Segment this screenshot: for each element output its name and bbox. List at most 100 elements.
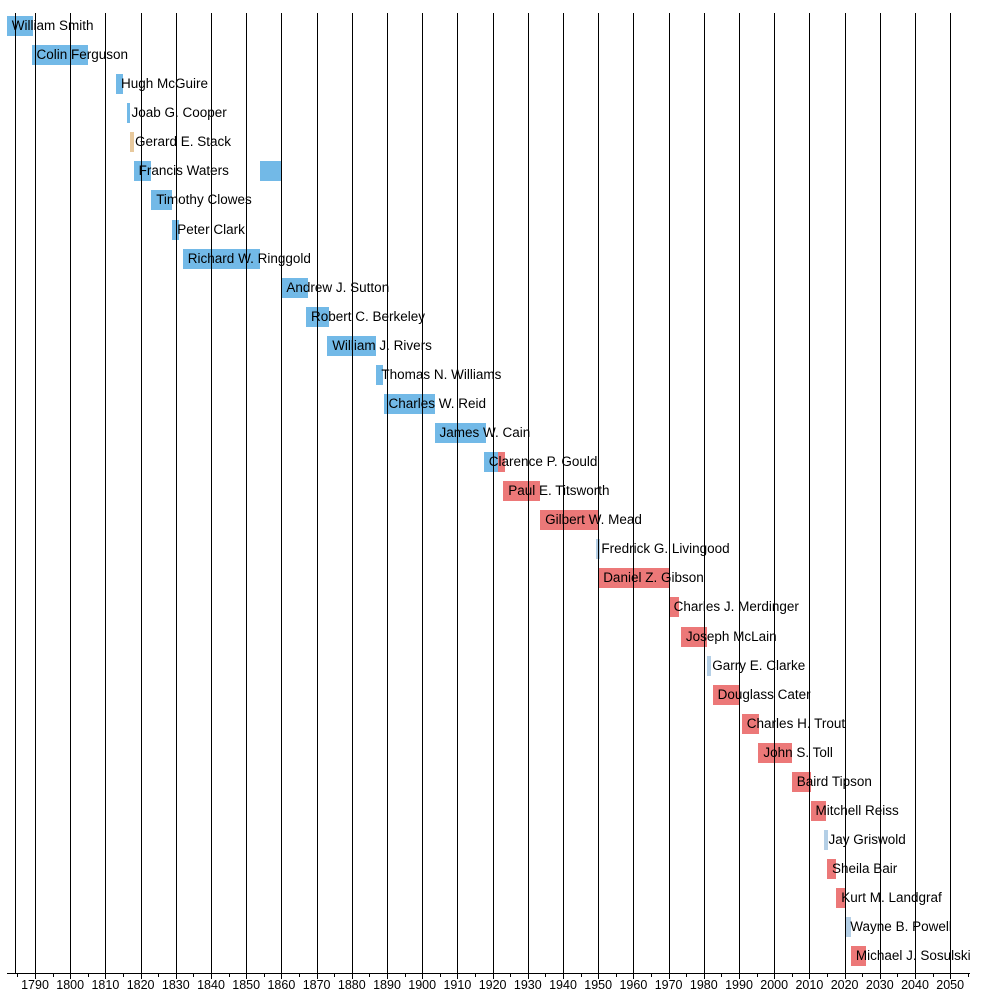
axis-tick-label-1920: 1920 — [478, 978, 507, 992]
axis-major-tick-1860 — [281, 973, 283, 979]
axis-minor-tick-1865 — [299, 973, 300, 977]
person-label-sheila-bair: Sheila Bair — [832, 861, 898, 876]
timeline-bar-charles-w-reid — [383, 393, 435, 414]
gridline-1850 — [246, 13, 248, 973]
gridline-1960 — [633, 13, 635, 973]
axis-minor-tick-1785 — [17, 973, 19, 977]
axis-major-tick-2050 — [950, 973, 952, 979]
axis-minor-tick-1815 — [123, 973, 124, 977]
timeline-bar-garry-e-clarke — [707, 655, 712, 676]
timeline-bar-baird-tipson — [791, 771, 812, 792]
axis-major-tick-1920 — [492, 973, 494, 979]
gridline-1970 — [668, 13, 670, 973]
axis-major-tick-1830 — [175, 973, 177, 979]
timeline-bar-daniel-z-gibson — [598, 568, 669, 589]
y-axis-spine — [15, 13, 16, 973]
timeline-bar-william-smith — [6, 16, 34, 36]
person-label-thomas-n-williams: Thomas N. Williams — [381, 366, 502, 382]
axis-minor-tick-2055 — [967, 973, 969, 977]
axis-major-tick-1900 — [422, 973, 424, 979]
gridline-2000 — [774, 13, 776, 973]
timeline-bar-richard-w-ringgold — [182, 248, 261, 269]
person-label-charles-j-merdinger: Charles J. Merdinger — [673, 599, 799, 615]
person-label-paul-e-titsworth: Paul E. Titsworth — [508, 483, 610, 499]
axis-major-tick-2020 — [844, 973, 846, 979]
gridline-1980 — [703, 13, 705, 973]
person-label-andrew-j-sutton: Andrew J. Sutton — [286, 279, 390, 295]
gridline-1920 — [492, 13, 494, 973]
axis-tick-label-1900: 1900 — [408, 978, 437, 992]
person-label-timothy-clowes: Timothy Clowes — [156, 192, 252, 208]
axis-major-tick-1910 — [457, 973, 459, 979]
axis-tick-label-2020: 2020 — [830, 978, 859, 992]
axis-minor-tick-1995 — [756, 973, 758, 977]
axis-minor-tick-1955 — [615, 973, 617, 977]
person-label-fredrick-g-livingood: Fredrick G. Livingood — [601, 541, 730, 557]
axis-tick-label-1860: 1860 — [267, 978, 296, 992]
timeline-bar-wayne-b-powell — [845, 917, 851, 938]
axis-tick-label-2050: 2050 — [936, 978, 965, 992]
gridline-1860 — [281, 13, 283, 973]
person-label-joseph-mclain: Joseph McLain — [685, 628, 777, 644]
axis-minor-tick-1875 — [334, 973, 336, 977]
axis-major-tick-1790 — [35, 973, 36, 979]
axis-tick-label-1890: 1890 — [373, 978, 401, 992]
timeline-bar-timothy-clowes — [151, 190, 173, 211]
axis-minor-tick-2015 — [827, 973, 828, 977]
axis-tick-label-1980: 1980 — [689, 978, 718, 992]
person-label-gerard-e-stack: Gerard E. Stack — [135, 134, 232, 150]
person-label-william-j-rivers: William J. Rivers — [332, 337, 432, 353]
axis-minor-tick-1825 — [158, 973, 160, 977]
axis-minor-tick-1855 — [263, 973, 265, 977]
person-label-charles-h-trout: Charles H. Trout — [746, 715, 846, 731]
person-label-robert-c-berkeley: Robert C. Berkeley — [311, 308, 426, 324]
timeline-bar-clarence-p-gould-2 — [497, 452, 505, 473]
axis-minor-tick-1975 — [686, 973, 688, 977]
person-label-colin-ferguson: Colin Ferguson — [36, 47, 129, 63]
person-label-daniel-z-gibson: Daniel Z. Gibson — [603, 570, 704, 586]
person-label-peter-clark: Peter Clark — [177, 221, 245, 237]
axis-tick-label-1840: 1840 — [197, 978, 225, 992]
axis-major-tick-1840 — [211, 973, 212, 979]
axis-minor-tick-1895 — [404, 973, 406, 977]
gridline-1870 — [316, 13, 318, 973]
person-label-kurt-m-landgraf: Kurt M. Landgraf — [841, 890, 942, 906]
person-label-douglass-cater: Douglass Cater — [717, 686, 811, 702]
timeline-bar-gerard-e-stack — [130, 132, 134, 153]
timeline-bar-michael-j-sosulski — [850, 946, 866, 967]
axis-minor-tick-2005 — [791, 973, 793, 977]
timeline-bar-clarence-p-gould — [483, 452, 498, 473]
axis-tick-label-1990: 1990 — [725, 978, 753, 992]
person-label-baird-tipson: Baird Tipson — [796, 773, 872, 789]
axis-tick-label-1950: 1950 — [584, 978, 613, 992]
gridline-2040 — [915, 13, 916, 973]
axis-tick-label-1910: 1910 — [443, 978, 472, 992]
person-label-richard-w-ringgold: Richard W. Ringgold — [187, 250, 311, 266]
person-label-garry-e-clarke: Garry E. Clarke — [712, 657, 806, 673]
axis-minor-tick-2045 — [932, 973, 934, 977]
person-label-michael-j-sosulski: Michael J. Sosulski — [855, 948, 971, 964]
gridline-1930 — [527, 13, 529, 973]
axis-major-tick-1960 — [633, 973, 635, 979]
timeline-bar-sheila-bair — [827, 859, 837, 879]
gridline-2020 — [844, 13, 846, 973]
axis-minor-tick-2025 — [862, 973, 864, 977]
person-label-hugh-mcguire: Hugh McGuire — [121, 76, 209, 92]
axis-minor-tick-1885 — [369, 973, 371, 977]
gridline-1800 — [70, 13, 72, 973]
person-label-wayne-b-powell: Wayne B. Powell — [850, 919, 952, 935]
axis-tick-label-2010: 2010 — [795, 978, 824, 992]
timeline-bar-jay-griswold — [823, 830, 828, 850]
timeline-bar-francis-waters-2 — [260, 161, 282, 182]
axis-minor-tick-1965 — [651, 973, 652, 977]
person-label-francis-waters: Francis Waters — [138, 163, 229, 179]
person-label-james-w-cain: James W. Cain — [439, 425, 531, 440]
axis-major-tick-2030 — [879, 973, 881, 979]
timeline-bar-douglass-cater — [712, 684, 741, 705]
axis-major-tick-1990 — [739, 973, 740, 979]
timeline-bar-charles-j-merdinger — [668, 597, 680, 618]
axis-major-tick-1980 — [703, 973, 705, 979]
axis-tick-label-1880: 1880 — [337, 978, 366, 992]
axis-tick-label-1790: 1790 — [21, 978, 49, 992]
